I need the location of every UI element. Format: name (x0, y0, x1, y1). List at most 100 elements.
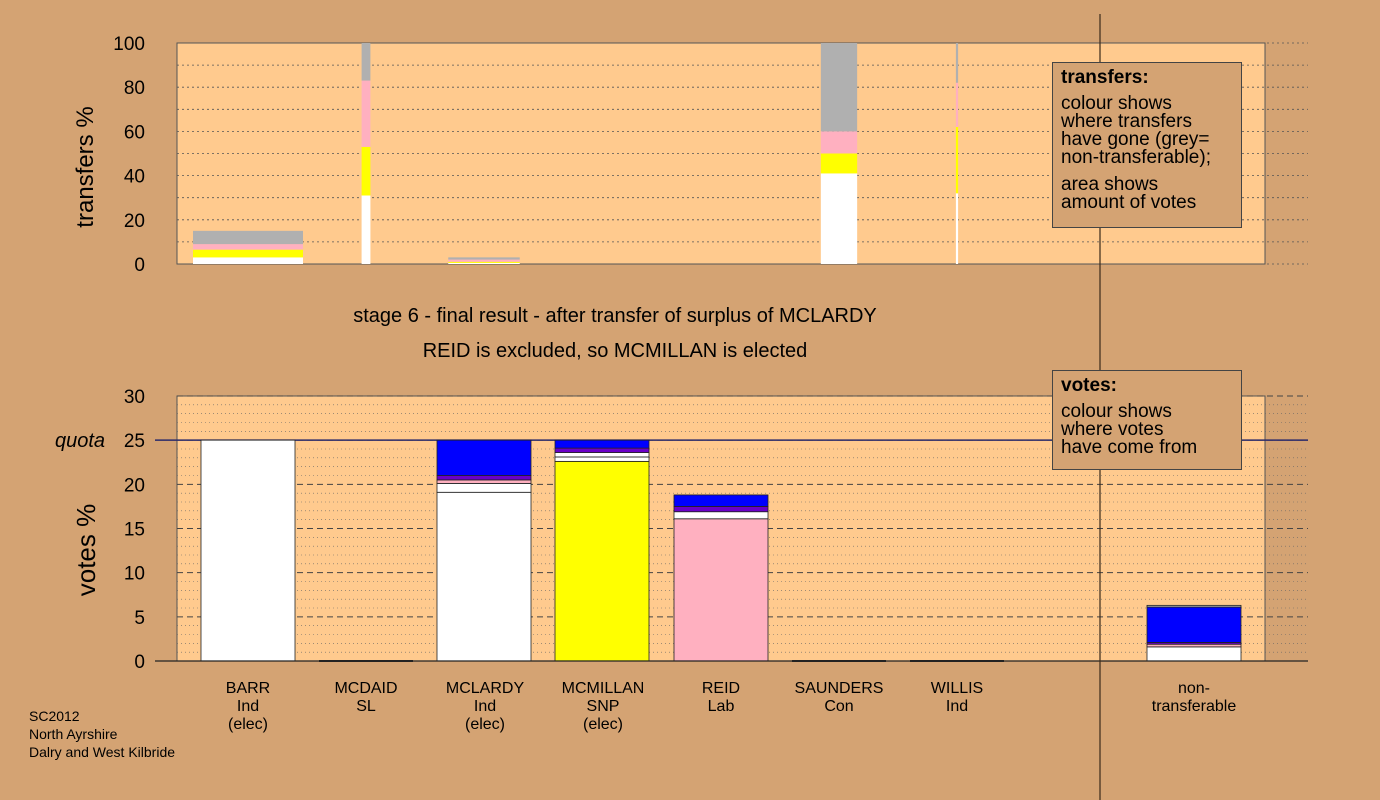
vote-segment-reid (673, 494, 769, 507)
vote-segment-mcmillan (554, 456, 650, 462)
candidate-label-mcmillan: MCMILLAN SNP (elec) (543, 680, 663, 734)
transfer-segment-mclardy (448, 259, 520, 262)
vote-segment-reid (673, 518, 769, 662)
candidate-status: (elec) (582, 716, 623, 733)
transfer-segment-willis (955, 193, 959, 264)
transfer-segment-mclardy (448, 261, 520, 263)
candidate-party: Con (824, 698, 854, 715)
transfer-segment-mcdaid (361, 195, 371, 264)
votes-legend: votes: colour shows where votes have com… (1052, 370, 1242, 470)
votes-y-tick-label: 25 (124, 431, 145, 452)
transfers-legend: transfers: colour shows where transfers … (1052, 62, 1242, 228)
transfer-segment-saunders (820, 173, 858, 264)
source-ward: Dalry and West Kilbride (29, 744, 176, 760)
candidate-status: (elec) (464, 716, 505, 733)
votes-y-tick-label: 5 (134, 608, 145, 629)
candidate-label-saunders: SAUNDERS Con (779, 680, 899, 716)
transfers-legend-line: have gone (grey= (1061, 129, 1210, 150)
candidate-status: (elec) (227, 716, 268, 733)
candidate-name: BARR (225, 680, 271, 697)
transfer-segment-mcdaid (361, 43, 371, 81)
transfers-y-tick-label: 40 (124, 167, 145, 188)
votes-legend-title: votes: (1061, 375, 1117, 396)
votes-y-tick-label: 10 (124, 564, 145, 585)
candidate-party: SL (356, 698, 376, 715)
transfer-segment-mclardy (448, 257, 520, 260)
vote-segment-barr (200, 439, 296, 662)
votes-y-tick-label: 30 (124, 387, 145, 408)
source-election: SC2012 (29, 708, 80, 724)
transfer-segment-saunders (820, 153, 858, 174)
candidate-label-reid: REID Lab (661, 680, 781, 716)
vote-segment-mclardy (436, 483, 532, 493)
vote-segment-mcmillan (554, 439, 650, 449)
transfers-y-tick-label: 100 (113, 34, 145, 55)
candidate-party: transferable (1151, 698, 1237, 715)
vote-segment-mclardy (436, 479, 532, 484)
quota-label: quota (55, 430, 105, 452)
candidate-name: SAUNDERS (794, 680, 884, 697)
candidate-party: SNP (586, 698, 620, 715)
votes-y-tick-label: 0 (134, 652, 145, 673)
vote-segment-reid (673, 511, 769, 520)
candidate-label-non-transferable: non- transferable (1134, 680, 1254, 716)
transfer-segment-barr (193, 230, 303, 245)
votes-y-tick-label: 20 (124, 475, 145, 496)
transfer-segment-willis (955, 43, 959, 83)
votes-legend-line: colour shows (1061, 401, 1172, 422)
vote-segment-mcmillan (554, 447, 650, 453)
candidate-name: MCLARDY (445, 680, 525, 697)
candidate-label-willis: WILLIS Ind (897, 680, 1017, 716)
transfers-legend-line: non-transferable); (1061, 147, 1211, 168)
vote-segment-non-transferable (1146, 606, 1242, 643)
candidate-label-mclardy: MCLARDY Ind (elec) (425, 680, 545, 734)
transfer-segment-mcdaid (361, 146, 371, 196)
vote-segment-mclardy (436, 439, 532, 476)
vote-segment-mcmillan (554, 452, 650, 458)
vote-segment-mclardy (436, 475, 532, 481)
transfer-segment-saunders (820, 43, 858, 132)
transfers-y-tick-label: 20 (124, 211, 145, 232)
source-council: North Ayrshire (29, 726, 118, 742)
transfer-segment-barr (193, 257, 303, 264)
transfers-y-axis-title: transfers % (72, 106, 99, 228)
transfer-segment-willis (955, 126, 959, 194)
source-caption: SC2012 North Ayrshire Dalry and West Kil… (29, 707, 175, 761)
votes-y-tick-label: 15 (124, 520, 145, 541)
transfers-y-tick-label: 60 (124, 122, 145, 143)
votes-y-axis-title: votes % (71, 503, 101, 597)
stage-title: stage 6 - final result - after transfer … (353, 305, 877, 327)
vote-segment-non-transferable (1146, 646, 1242, 662)
candidate-party: Ind (473, 698, 497, 715)
transfers-legend-line: amount of votes (1061, 192, 1197, 213)
transfer-segment-saunders (820, 131, 858, 154)
vote-segment-reid (673, 506, 769, 513)
transfers-y-tick-label: 80 (124, 78, 145, 99)
transfers-legend-line: area shows (1061, 174, 1159, 195)
transfers-legend-line: colour shows (1061, 93, 1172, 114)
candidate-name: MCMILLAN (561, 680, 645, 697)
transfer-segment-mcdaid (361, 80, 371, 147)
candidate-party: Lab (707, 698, 735, 715)
transfers-legend-line: where transfers (1061, 111, 1192, 132)
candidate-name: REID (701, 680, 741, 697)
votes-legend-line: have come from (1061, 437, 1198, 458)
transfer-segment-barr (193, 244, 303, 250)
transfer-segment-willis (955, 82, 959, 127)
transfer-segment-mclardy (448, 262, 520, 264)
votes-legend-line: where votes (1061, 419, 1164, 440)
transfer-segment-barr (193, 249, 303, 258)
candidate-name: non- (1177, 680, 1211, 697)
candidate-name: MCDAID (334, 680, 398, 697)
candidate-party: Ind (236, 698, 260, 715)
candidate-party: Ind (945, 698, 969, 715)
transfers-y-tick-label: 0 (134, 255, 145, 276)
stage-outcome: REID is excluded, so MCMILLAN is elected (422, 340, 808, 362)
vote-segment-non-transferable (1146, 604, 1242, 608)
candidate-name: WILLIS (930, 680, 984, 697)
vote-segment-mcmillan (554, 460, 650, 662)
candidate-label-barr: BARR Ind (elec) (188, 680, 308, 734)
vote-segment-mclardy (436, 491, 532, 662)
transfers-legend-title: transfers: (1061, 67, 1149, 88)
